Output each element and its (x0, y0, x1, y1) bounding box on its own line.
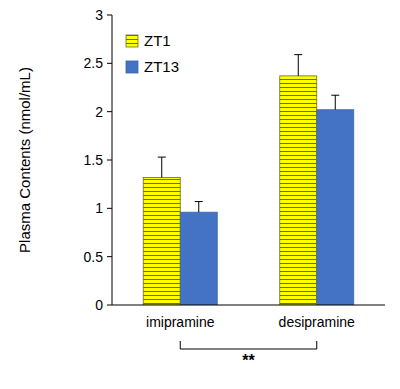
error-bar (158, 157, 166, 177)
x-tick-label: desipramine (279, 314, 355, 330)
chart-root: 0 0.5 1 1.5 2 2.5 3 imipramine desipramine Plasma… (0, 0, 400, 389)
error-cap (195, 201, 203, 202)
legend-swatch (126, 61, 138, 73)
error-stem (161, 157, 162, 177)
error-bar (331, 95, 339, 110)
error-cap (331, 95, 339, 96)
x-tick-label: imipramine (146, 314, 215, 330)
y-tick (107, 208, 112, 209)
error-stem (198, 202, 199, 213)
error-bar (294, 55, 302, 76)
error-stem (335, 95, 336, 110)
y-tick-label: 2 (95, 104, 103, 120)
x-axis (112, 305, 385, 306)
error-stem (298, 55, 299, 76)
y-tick (107, 111, 112, 112)
y-tick-label: 2.5 (84, 55, 104, 71)
bar (143, 177, 180, 305)
y-axis-label: Plasma Contents (nmol/mL) (16, 67, 33, 253)
legend-label: ZT13 (144, 58, 179, 75)
error-cap (294, 54, 302, 55)
error-bar (195, 202, 203, 213)
y-tick-label: 0 (95, 297, 103, 313)
y-tick-label: 0.5 (84, 249, 104, 265)
annotation: ** (242, 352, 255, 369)
y-tick-label: 1 (95, 200, 103, 216)
y-tick-label: 1.5 (84, 152, 104, 168)
y-tick (107, 63, 112, 64)
legend: ZT1 ZT13 (126, 32, 179, 75)
bar (280, 76, 317, 305)
legend-swatch (126, 35, 138, 47)
y-tick (107, 160, 112, 161)
legend-label: ZT1 (144, 32, 171, 49)
significance-bracket (180, 341, 317, 349)
y-tick (107, 15, 112, 16)
bracket-line (180, 341, 317, 349)
error-cap (158, 157, 166, 158)
chart: 0 0.5 1 1.5 2 2.5 3 imipramine desipramine Plasma… (0, 0, 400, 389)
y-tick (107, 256, 112, 257)
y-tick (107, 305, 112, 306)
bar (317, 110, 354, 305)
bars (143, 55, 354, 305)
y-tick-label: 3 (95, 7, 103, 23)
bar (180, 212, 217, 305)
